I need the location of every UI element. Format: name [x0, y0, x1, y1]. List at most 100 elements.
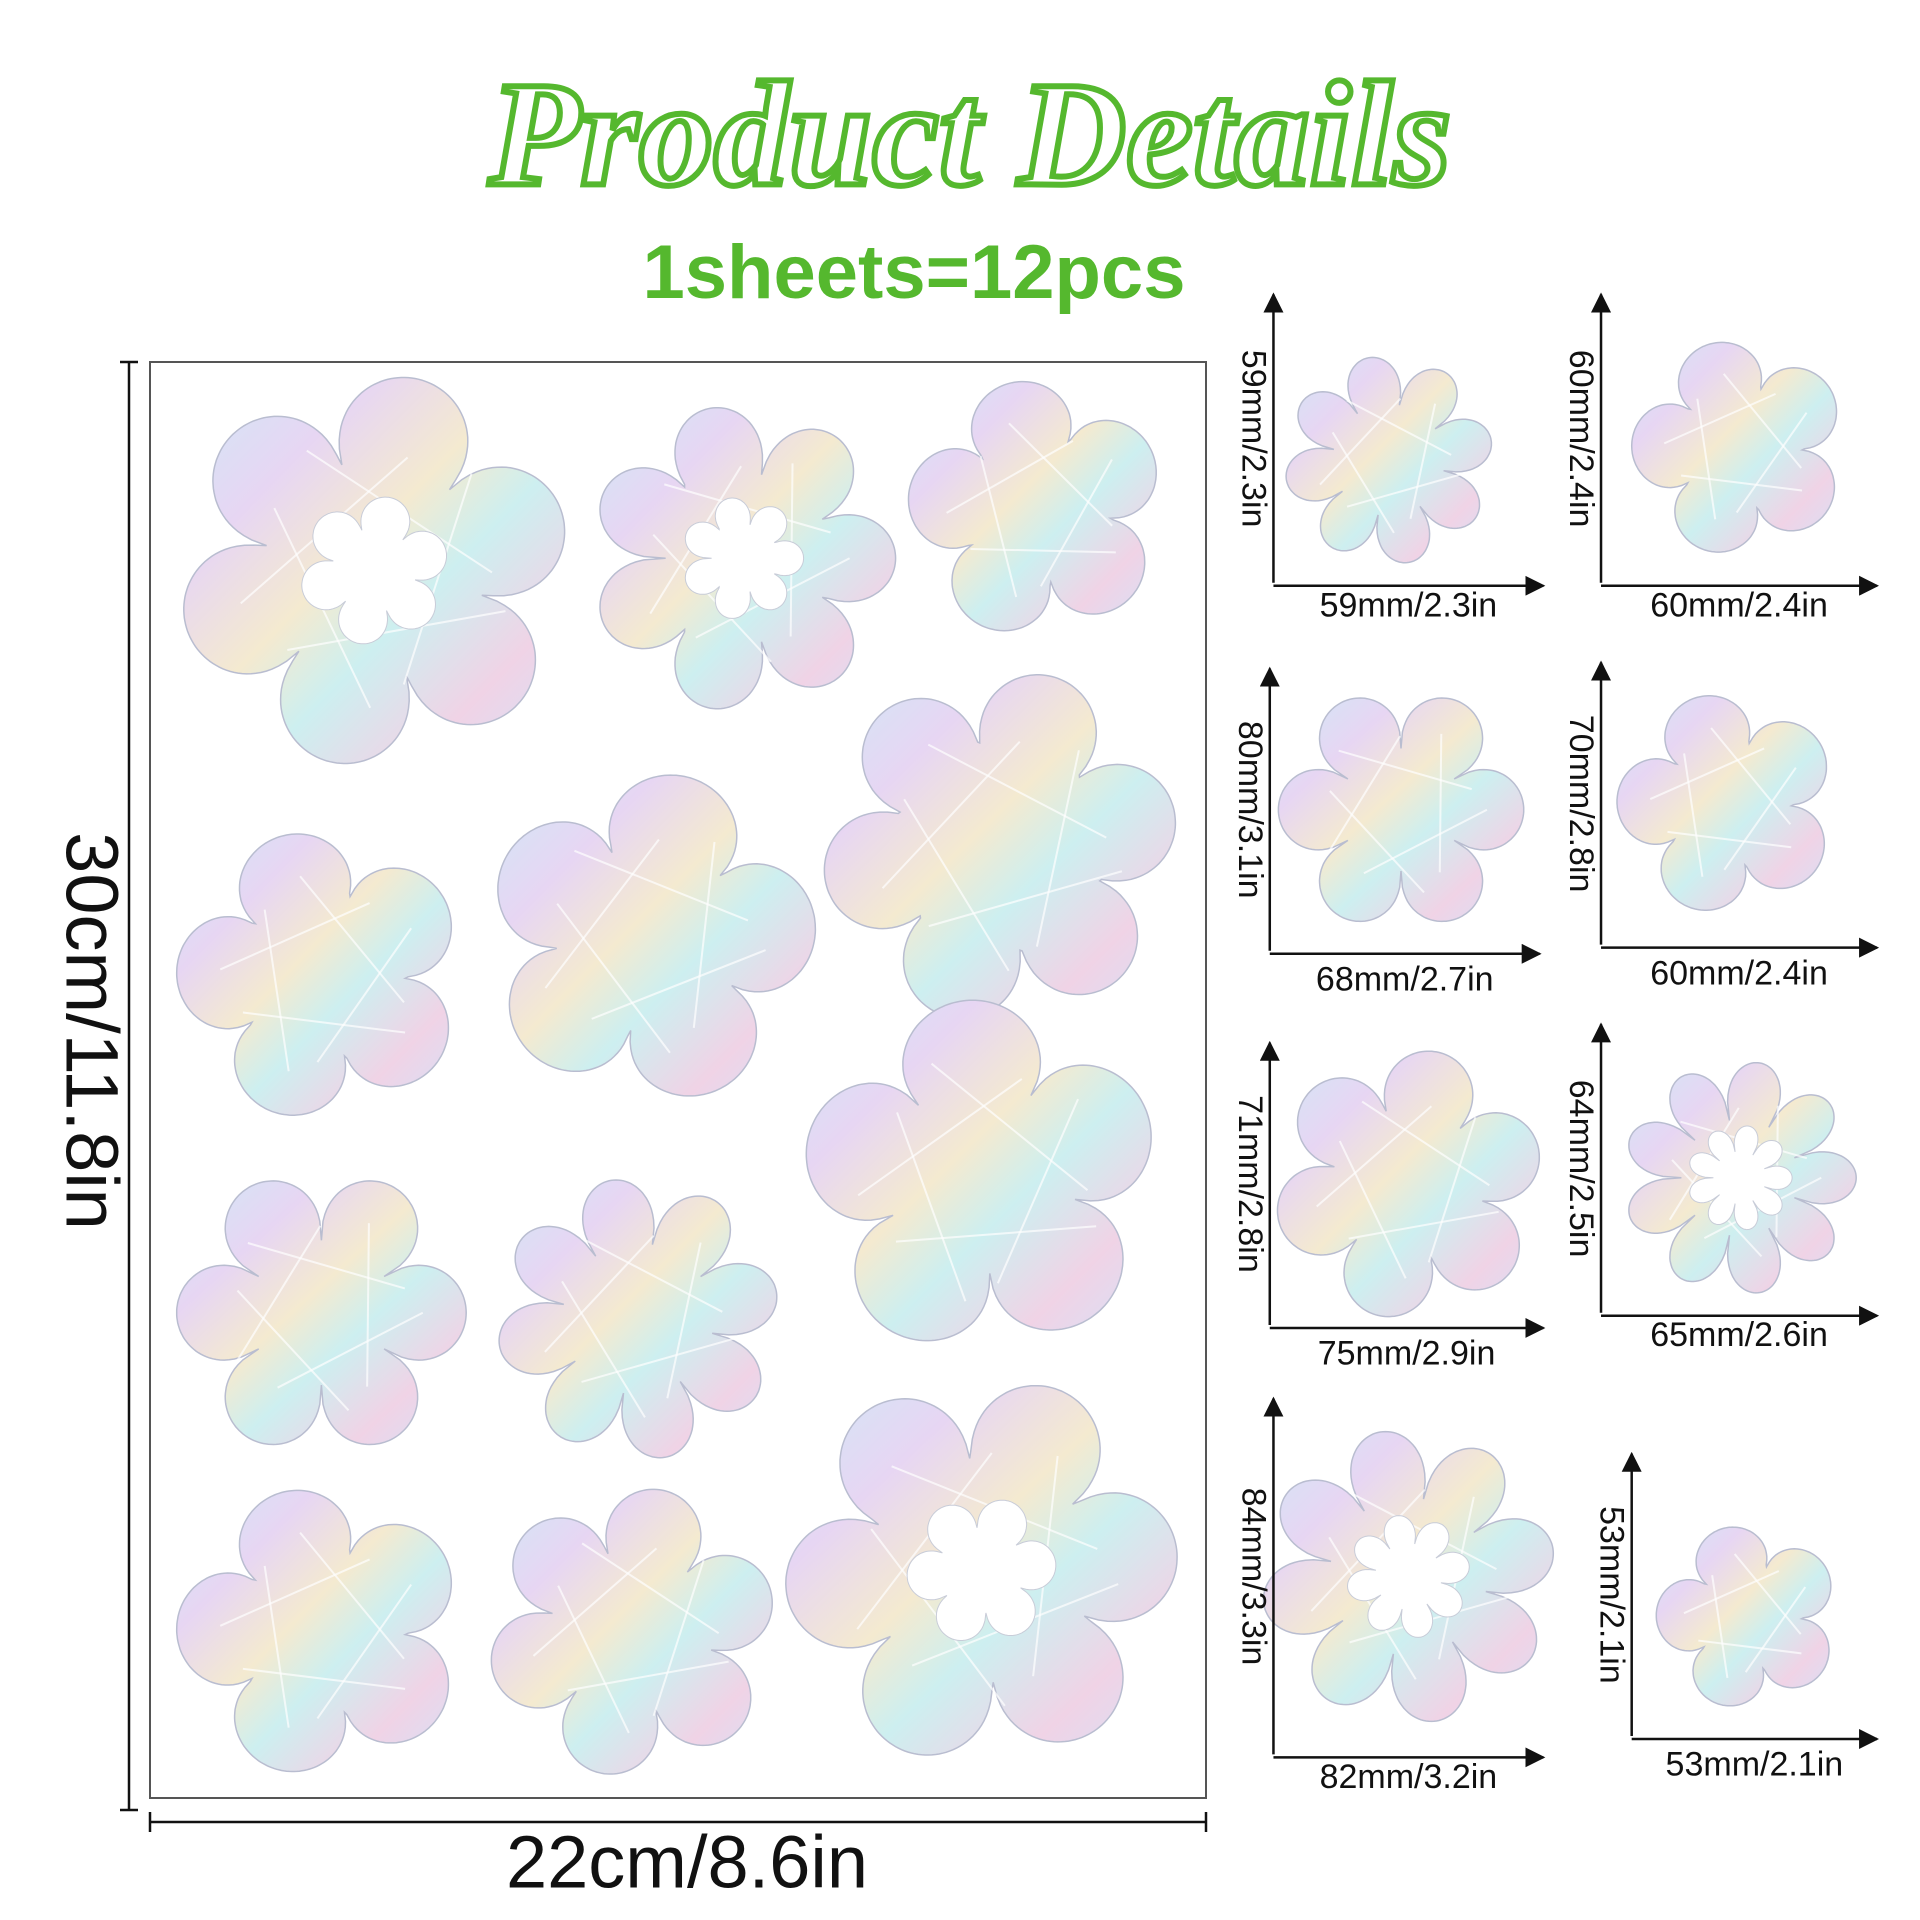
sticker-height-label: 70mm/2.8in: [1562, 715, 1600, 893]
holo-crease: [263, 1565, 290, 1728]
sticker-width-label: 60mm/2.4in: [1650, 954, 1828, 992]
holo-crease: [242, 1011, 406, 1034]
flower-hole: [684, 497, 805, 619]
holo-crease: [236, 1289, 350, 1412]
sticker-height-label: 59mm/2.3in: [1234, 350, 1272, 528]
holo-crease: [927, 743, 1107, 839]
holo-crease: [1008, 422, 1113, 527]
holo-crease: [366, 1223, 370, 1387]
flower-hole: [301, 496, 447, 645]
holo-crease: [1363, 808, 1488, 875]
holo-crease: [574, 849, 749, 922]
holo-crease: [556, 903, 671, 1054]
flower-sticker: [497, 774, 817, 1097]
holo-crease: [1723, 767, 1797, 871]
holo-crease: [1710, 727, 1792, 825]
holo-crease: [263, 909, 290, 1072]
holo-crease: [1338, 749, 1473, 791]
holo-crease: [316, 1584, 412, 1720]
holo-crease: [1346, 473, 1461, 508]
holo-crease: [1039, 458, 1113, 587]
holo-crease: [692, 841, 716, 1028]
holo-crease: [856, 1452, 993, 1630]
sticker-width-label: 60mm/2.4in: [1650, 586, 1828, 624]
sticker-height-label: 80mm/3.1in: [1231, 721, 1269, 899]
holo-crease: [1331, 431, 1395, 534]
flower-sticker: [907, 380, 1157, 632]
holo-crease: [277, 1311, 424, 1389]
holo-crease: [1329, 790, 1425, 894]
holo-crease: [1680, 474, 1803, 492]
holo-crease: [979, 455, 1018, 598]
holo-crease: [1326, 735, 1401, 855]
holo-crease: [666, 1242, 702, 1399]
holo-crease: [581, 1542, 720, 1634]
holo-crease: [1722, 373, 1802, 469]
holo-crease: [903, 798, 1010, 972]
subtitle: 1sheets=12pcs: [643, 230, 1186, 315]
holo-crease: [219, 902, 370, 971]
holo-crease: [532, 1547, 658, 1657]
holo-crease: [233, 1225, 322, 1366]
flower-sticker: [1277, 697, 1525, 923]
flower-sticker: [805, 999, 1152, 1342]
sticker-height-label: 53mm/2.1in: [1593, 1506, 1631, 1684]
holo-crease: [591, 949, 766, 1020]
holo-crease: [299, 1531, 405, 1660]
holo-crease: [316, 927, 412, 1063]
holo-crease: [1711, 1575, 1729, 1679]
flower-hole: [906, 1499, 1057, 1641]
holo-crease: [567, 1660, 729, 1692]
flower-sticker: [1285, 356, 1493, 564]
holo-crease: [1361, 1100, 1490, 1187]
holo-crease: [895, 1225, 1097, 1243]
holo-crease: [881, 740, 1021, 889]
sticker-width-label: 75mm/2.9in: [1318, 1335, 1496, 1373]
holo-crease: [1409, 403, 1437, 519]
holo-crease: [1733, 1553, 1802, 1635]
flower-sticker: [1630, 341, 1838, 553]
holo-crease: [1649, 747, 1765, 800]
holo-crease: [996, 1098, 1079, 1284]
flower-sticker: [823, 674, 1177, 1019]
holo-crease: [557, 1585, 630, 1734]
holo-crease: [544, 838, 660, 989]
holo-crease: [580, 1237, 723, 1313]
holo-crease: [1338, 1140, 1407, 1279]
holo-crease: [581, 1337, 736, 1383]
sticker-width-label: 59mm/2.3in: [1320, 586, 1498, 624]
holo-crease: [1319, 397, 1402, 486]
flower-sticker: [175, 833, 453, 1116]
sticker-height-label: 84mm/3.3in: [1234, 1488, 1272, 1666]
title: Product Details: [488, 51, 1451, 217]
holo-crease: [970, 547, 1116, 554]
holo-crease: [1667, 830, 1792, 849]
holo-crease: [928, 870, 1123, 928]
holo-crease: [1683, 1570, 1780, 1615]
holo-crease: [1438, 733, 1443, 873]
flower-hole: [1346, 1515, 1470, 1638]
flower-sticker: [175, 1489, 453, 1773]
holo-crease: [1316, 1105, 1433, 1208]
holo-crease: [1348, 1210, 1499, 1240]
holo-crease: [1744, 1586, 1807, 1673]
sticker-width-label: 82mm/3.2in: [1320, 1758, 1498, 1796]
sheet-height-label: 30cm/11.8in: [50, 832, 133, 1230]
holo-crease: [247, 1242, 406, 1290]
sticker-width-label: 53mm/2.1in: [1666, 1746, 1844, 1784]
flower-sticker: [1616, 695, 1828, 911]
holo-crease: [287, 610, 506, 652]
holo-crease: [242, 1667, 406, 1690]
holo-crease: [1346, 399, 1452, 456]
sticker-height-label: 60mm/2.4in: [1562, 350, 1600, 528]
holo-crease: [219, 1558, 370, 1627]
flower-sticker: [490, 1488, 773, 1775]
holo-crease: [544, 1235, 655, 1353]
holo-crease: [1427, 1116, 1477, 1263]
flower-hole: [1689, 1125, 1793, 1231]
holo-crease: [1698, 1639, 1802, 1655]
holo-crease: [561, 1280, 646, 1418]
sticker-width-label: 68mm/2.7in: [1316, 960, 1494, 998]
